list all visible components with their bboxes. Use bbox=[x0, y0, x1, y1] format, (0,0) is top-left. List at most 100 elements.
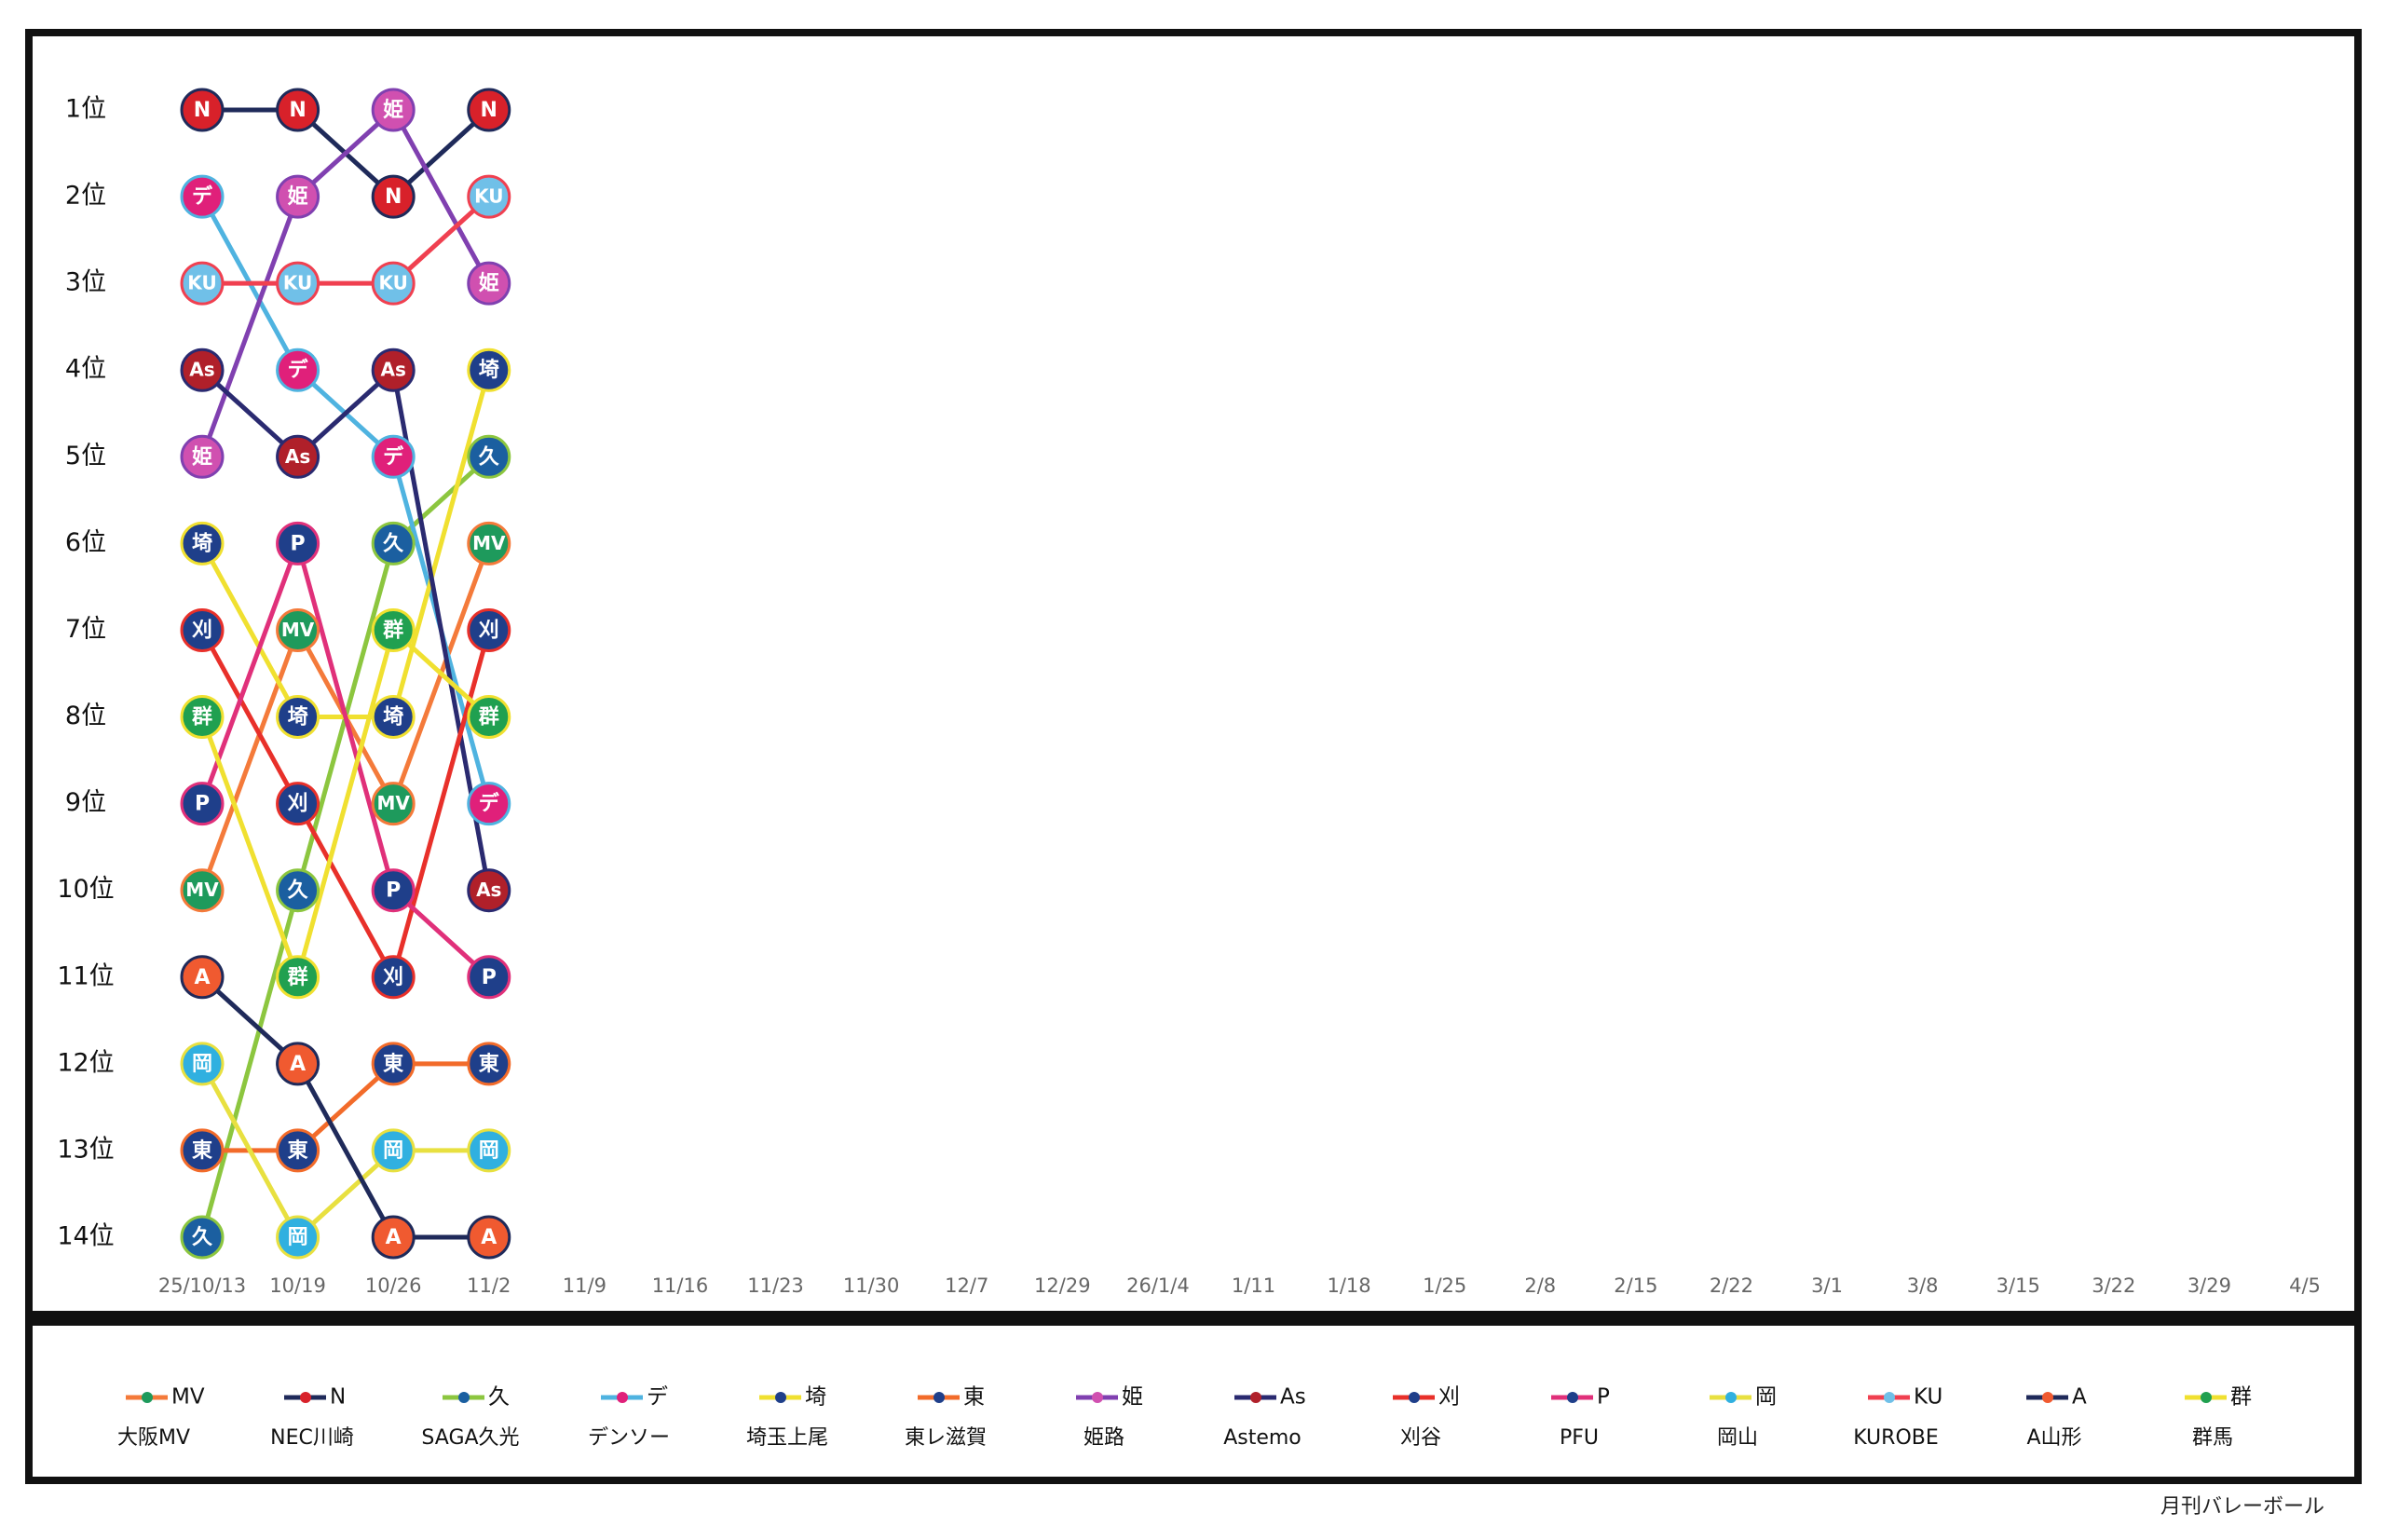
legend-label: KUROBE bbox=[1853, 1426, 1939, 1450]
y-tick-label: 13位 bbox=[57, 1135, 114, 1164]
marker-label: P bbox=[195, 793, 210, 816]
rank-marker bbox=[276, 434, 320, 479]
rank-marker bbox=[371, 782, 416, 826]
marker-label: 刈 bbox=[192, 619, 212, 642]
series-line bbox=[202, 195, 491, 286]
legend-dot bbox=[142, 1392, 153, 1403]
rank-marker bbox=[371, 434, 416, 479]
marker-label: As bbox=[189, 359, 214, 381]
legend-name: 群 bbox=[2230, 1385, 2252, 1410]
y-tick-label: 9位 bbox=[65, 788, 106, 817]
x-tick-label: 2/22 bbox=[1710, 1274, 1753, 1297]
rank-marker bbox=[276, 521, 320, 566]
rank-marker bbox=[467, 348, 511, 392]
x-tick-label: 11/9 bbox=[563, 1274, 606, 1297]
marker-label: 東 bbox=[383, 1053, 403, 1076]
legend-dot bbox=[1409, 1392, 1420, 1403]
rank-marker bbox=[371, 1042, 416, 1086]
y-tick-label: 5位 bbox=[65, 442, 106, 470]
legend-label: 埼玉上尾 bbox=[746, 1426, 828, 1450]
legend-name: As bbox=[1280, 1385, 1306, 1410]
marker-label: デ bbox=[288, 358, 309, 382]
marker-label: 岡 bbox=[192, 1053, 212, 1076]
y-tick-label: 4位 bbox=[65, 355, 106, 384]
rank-marker bbox=[371, 521, 416, 566]
y-tick-label: 1位 bbox=[65, 95, 106, 124]
marker-label: 姫 bbox=[383, 98, 403, 122]
marker-label: 岡 bbox=[288, 1226, 308, 1249]
rank-marker bbox=[371, 174, 416, 219]
marker-label: N bbox=[194, 99, 211, 122]
rank-marker bbox=[467, 174, 511, 219]
rank-marker bbox=[180, 1042, 225, 1086]
legend-label: 姫路 bbox=[1083, 1426, 1124, 1450]
legend-name: 埼 bbox=[805, 1385, 826, 1410]
x-tick-label: 3/1 bbox=[1811, 1274, 1843, 1297]
rank-marker bbox=[467, 434, 511, 479]
y-tick-label: 14位 bbox=[57, 1222, 114, 1251]
marker-label: 群 bbox=[479, 705, 499, 729]
rank-marker bbox=[180, 434, 225, 479]
marker-label: P bbox=[291, 532, 306, 555]
series-line bbox=[200, 974, 489, 1240]
rank-marker bbox=[276, 88, 320, 132]
rank-marker bbox=[276, 1215, 320, 1260]
rank-marker bbox=[467, 868, 511, 913]
marker-label: 東 bbox=[192, 1139, 212, 1163]
legend-name: 東 bbox=[963, 1385, 985, 1410]
marker-label: 埼 bbox=[288, 706, 308, 729]
rank-marker bbox=[467, 88, 511, 132]
legend-dot bbox=[1567, 1392, 1578, 1403]
series-line bbox=[199, 629, 492, 984]
marker-label: デ bbox=[192, 184, 213, 209]
rank-marker bbox=[467, 521, 511, 566]
rank-marker bbox=[276, 695, 320, 740]
credit: 月刊バレーボール bbox=[2160, 1495, 2324, 1519]
y-tick-label: 2位 bbox=[65, 182, 106, 211]
marker-label: デ bbox=[479, 792, 500, 816]
marker-label: N bbox=[385, 185, 402, 209]
legend-label: 岡山 bbox=[1717, 1426, 1758, 1450]
marker-label: 姫 bbox=[288, 184, 308, 209]
marker-label: A bbox=[481, 1226, 497, 1249]
rank-marker bbox=[371, 1215, 416, 1260]
rank-marker bbox=[180, 261, 225, 306]
marker-label: デ bbox=[383, 444, 404, 469]
rank-marker bbox=[180, 868, 225, 913]
legend-dot bbox=[458, 1392, 470, 1403]
x-tick-label: 12/29 bbox=[1034, 1274, 1091, 1297]
marker-label: 久 bbox=[479, 444, 499, 469]
series-line bbox=[199, 106, 491, 458]
rank-marker bbox=[276, 174, 320, 219]
marker-label: 久 bbox=[192, 1225, 212, 1249]
y-tick-label: 12位 bbox=[57, 1048, 114, 1077]
marker-label: 刈 bbox=[288, 793, 308, 816]
legend-dot bbox=[934, 1392, 945, 1403]
legend-label: 東レ滋賀 bbox=[905, 1426, 987, 1450]
marker-label: N bbox=[481, 99, 497, 122]
legend-dot bbox=[775, 1392, 786, 1403]
rank-marker bbox=[467, 607, 511, 652]
rank-marker bbox=[180, 782, 225, 826]
rank-marker bbox=[371, 695, 416, 740]
marker-label: 刈 bbox=[479, 619, 499, 642]
marker-label: As bbox=[285, 445, 310, 468]
legend-name: 姫 bbox=[1122, 1385, 1143, 1410]
x-tick-label: 3/8 bbox=[1907, 1274, 1939, 1297]
legend-label: PFU bbox=[1560, 1426, 1599, 1450]
x-tick-label: 3/15 bbox=[1997, 1274, 2040, 1297]
legend-label: 大阪MV bbox=[117, 1426, 190, 1450]
marker-label: 姫 bbox=[479, 271, 499, 295]
rank-marker bbox=[371, 607, 416, 652]
legend-frame bbox=[25, 1318, 2362, 1484]
rank-marker bbox=[467, 695, 511, 740]
legend-label: Astemo bbox=[1223, 1426, 1302, 1450]
marker-label: 刈 bbox=[383, 966, 403, 989]
marker-label: 岡 bbox=[383, 1139, 403, 1163]
rank-marker bbox=[467, 1215, 511, 1260]
rank-marker bbox=[276, 348, 320, 392]
rank-marker bbox=[371, 1128, 416, 1173]
legend-dot bbox=[1884, 1392, 1895, 1403]
x-tick-label: 25/10/13 bbox=[158, 1274, 246, 1297]
